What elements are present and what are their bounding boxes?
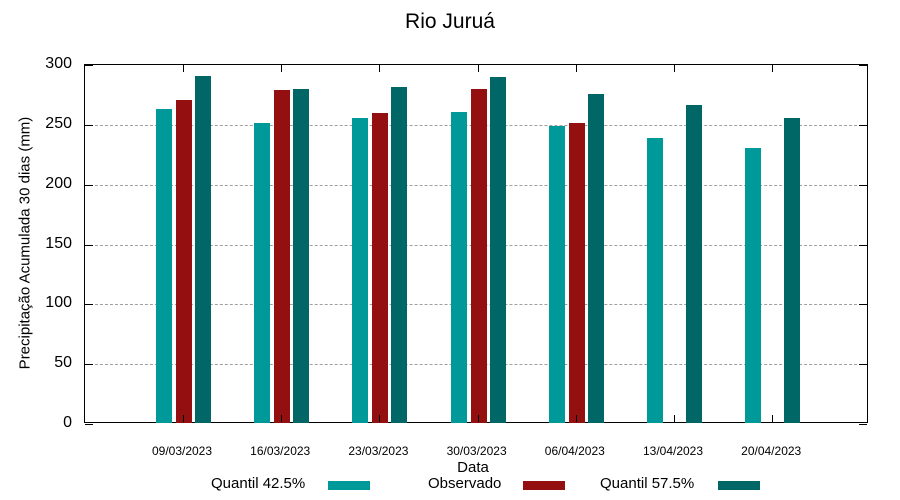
chart-title: Rio Juruá xyxy=(405,10,495,33)
bar xyxy=(647,138,663,423)
x-tick-label: 16/03/2023 xyxy=(250,444,311,458)
legend-label-quantil-42-5: Quantil 42.5% xyxy=(211,475,306,492)
legend-swatch-observado xyxy=(523,481,565,490)
y-tick-mark xyxy=(85,65,93,66)
x-tick-mark xyxy=(379,415,381,422)
x-tick-mark xyxy=(674,415,675,422)
y-tick-mark xyxy=(859,364,867,366)
bar xyxy=(352,117,369,423)
bar xyxy=(568,122,585,423)
bar xyxy=(548,126,565,423)
bar xyxy=(686,104,702,423)
x-tick-mark xyxy=(281,415,283,422)
y-tick-mark xyxy=(85,244,93,246)
y-tick-mark xyxy=(85,124,93,126)
bar xyxy=(195,75,211,423)
y-tick-label: 300 xyxy=(45,55,72,72)
legend-label-quantil-57-5: Quantil 57.5% xyxy=(600,475,695,492)
y-tick-label: 0 xyxy=(63,414,72,431)
y-tick-mark xyxy=(859,65,867,66)
y-tick-label: 200 xyxy=(45,174,72,192)
y-tick-mark xyxy=(85,184,93,186)
legend-label-observado: Observado xyxy=(428,475,502,492)
x-axis-title: Data xyxy=(457,459,489,476)
x-tick-mark xyxy=(477,415,479,422)
bar xyxy=(274,90,291,423)
bar xyxy=(293,89,310,423)
bar xyxy=(254,122,271,423)
y-tick-mark xyxy=(859,184,867,186)
bar xyxy=(489,77,506,423)
y-tick-label: 100 xyxy=(45,294,72,312)
x-tick-mark xyxy=(772,415,774,422)
x-tick-mark xyxy=(772,65,774,72)
x-tick-mark xyxy=(379,65,381,72)
bar xyxy=(784,117,801,423)
bar xyxy=(372,113,389,423)
x-tick-mark xyxy=(281,65,283,72)
bar xyxy=(450,111,467,423)
bar xyxy=(587,93,604,423)
bar xyxy=(176,99,192,423)
x-tick-mark xyxy=(575,65,577,72)
x-tick-mark xyxy=(674,65,675,72)
plot-area xyxy=(84,64,868,425)
x-tick-mark xyxy=(183,415,184,422)
x-tick-label: 30/03/2023 xyxy=(446,444,507,458)
bar xyxy=(391,86,408,423)
legend-swatch-quantil-57-5 xyxy=(718,481,760,490)
x-tick-label: 09/03/2023 xyxy=(151,444,213,458)
x-tick-label: 20/04/2023 xyxy=(741,444,802,458)
x-tick-mark xyxy=(477,65,479,72)
y-tick-mark xyxy=(859,304,867,306)
bar xyxy=(470,89,487,423)
y-tick-mark xyxy=(85,364,93,366)
x-tick-mark xyxy=(183,65,184,72)
y-tick-mark xyxy=(859,244,867,246)
x-tick-label: 06/04/2023 xyxy=(544,444,605,458)
y-tick-mark xyxy=(85,424,93,425)
y-tick-mark xyxy=(859,424,867,425)
y-tick-label: 150 xyxy=(45,234,72,252)
bar xyxy=(156,109,172,423)
x-tick-label: 13/04/2023 xyxy=(642,444,704,458)
x-tick-mark xyxy=(575,415,577,422)
y-tick-mark xyxy=(85,304,93,306)
legend-swatch-quantil-42-5 xyxy=(328,481,370,490)
y-tick-label: 50 xyxy=(54,354,72,372)
x-tick-label: 23/03/2023 xyxy=(348,444,409,458)
y-tick-label: 250 xyxy=(45,114,72,132)
bar xyxy=(745,147,762,423)
y-tick-mark xyxy=(859,124,867,126)
